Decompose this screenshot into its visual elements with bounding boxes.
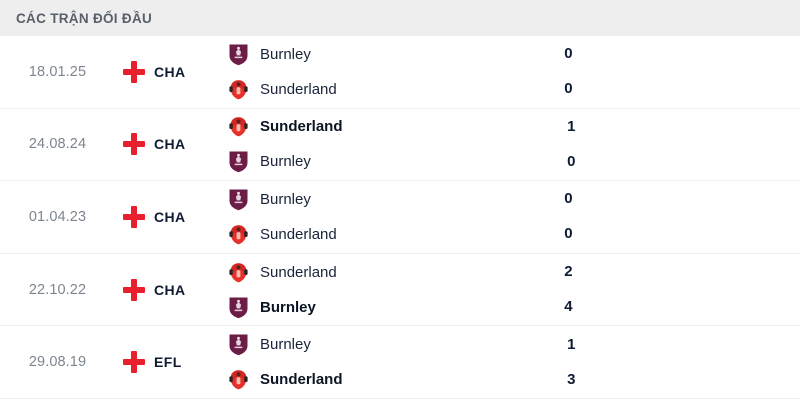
- home-team-line[interactable]: Sunderland: [228, 261, 493, 283]
- match-date-cell: 24.08.24: [0, 136, 115, 152]
- sunderland-crest-icon: [228, 223, 249, 246]
- teams-cell: Burnley Sunderland: [220, 334, 496, 391]
- away-team-name: Sunderland: [260, 371, 343, 389]
- away-team-line[interactable]: Burnley: [228, 151, 496, 173]
- competition-cell: CHA: [115, 60, 220, 83]
- table-row[interactable]: 24.08.24 CHA Sunderland Burnley 1 0: [0, 108, 800, 182]
- match-date: 22.10.22: [28, 281, 87, 298]
- scores-cell: 1 3: [496, 334, 646, 391]
- england-flag-icon: [123, 60, 145, 83]
- burnley-crest-icon: [228, 333, 249, 356]
- scores-cell: 1 0: [496, 116, 646, 173]
- away-team-name: Sunderland: [260, 225, 337, 243]
- match-date-cell: 01.04.23: [0, 209, 115, 225]
- home-team-line[interactable]: Burnley: [228, 334, 496, 356]
- away-team-score: 0: [567, 152, 576, 170]
- burnley-crest-icon: [228, 43, 249, 66]
- away-team-score: 3: [567, 370, 576, 388]
- competition-cell: CHA: [115, 205, 220, 228]
- burnley-crest-icon: [228, 188, 249, 211]
- competition-label: CHA: [154, 281, 186, 298]
- match-date-cell: 29.08.19: [0, 354, 115, 370]
- home-team-name: Burnley: [260, 336, 311, 354]
- competition-cell: CHA: [115, 133, 220, 156]
- burnley-crest-icon: [228, 150, 249, 173]
- match-list: 18.01.25 CHA Burnley Sunderland 0 0: [0, 36, 800, 399]
- page-title: CÁC TRẬN ĐỐI ĐẦU: [16, 10, 153, 26]
- sunderland-crest-icon: [228, 115, 249, 138]
- competition-label: CHA: [154, 136, 186, 153]
- sunderland-crest-icon: [228, 78, 249, 101]
- teams-cell: Burnley Sunderland: [220, 43, 493, 100]
- home-team-name: Sunderland: [260, 263, 337, 281]
- away-team-score: 0: [564, 225, 573, 243]
- match-date: 24.08.24: [28, 136, 87, 153]
- home-team-name: Burnley: [260, 190, 311, 208]
- competition-label: CHA: [154, 63, 186, 80]
- match-date-cell: 22.10.22: [0, 282, 115, 298]
- england-flag-icon: [123, 133, 145, 156]
- away-team-line[interactable]: Sunderland: [228, 369, 496, 391]
- match-date-cell: 18.01.25: [0, 64, 115, 80]
- away-team-line[interactable]: Sunderland: [228, 78, 493, 100]
- scores-cell: 2 4: [493, 261, 643, 318]
- sunderland-crest-icon: [228, 261, 249, 284]
- panel-header: CÁC TRẬN ĐỐI ĐẦU: [0, 0, 800, 36]
- england-flag-icon: [123, 205, 145, 228]
- away-team-name: Burnley: [260, 153, 311, 171]
- home-team-name: Sunderland: [260, 118, 343, 136]
- scores-cell: 0 0: [493, 43, 643, 100]
- scores-cell: 0 0: [493, 188, 643, 245]
- away-team-line[interactable]: Sunderland: [228, 223, 493, 245]
- match-date: 01.04.23: [28, 208, 87, 225]
- england-flag-icon: [123, 278, 145, 301]
- away-team-name: Sunderland: [260, 80, 337, 98]
- match-date: 29.08.19: [28, 354, 87, 371]
- away-team-score: 4: [564, 298, 573, 316]
- competition-cell: CHA: [115, 278, 220, 301]
- match-date: 18.01.25: [28, 63, 87, 80]
- table-row[interactable]: 29.08.19 EFL Burnley Sunderland 1 3: [0, 326, 800, 399]
- burnley-crest-icon: [228, 296, 249, 319]
- away-team-name: Burnley: [260, 298, 316, 316]
- away-team-line[interactable]: Burnley: [228, 296, 493, 318]
- competition-cell: EFL: [115, 351, 220, 374]
- away-team-score: 0: [564, 80, 573, 98]
- sunderland-crest-icon: [228, 368, 249, 391]
- home-team-name: Burnley: [260, 45, 311, 63]
- table-row[interactable]: 22.10.22 CHA Sunderland Burnley 2 4: [0, 253, 800, 327]
- home-team-line[interactable]: Sunderland: [228, 116, 496, 138]
- competition-label: EFL: [154, 354, 182, 371]
- competition-label: CHA: [154, 208, 186, 225]
- home-team-score: 1: [567, 335, 576, 353]
- home-team-score: 1: [567, 117, 576, 135]
- table-row[interactable]: 01.04.23 CHA Burnley Sunderland 0 0: [0, 181, 800, 254]
- teams-cell: Burnley Sunderland: [220, 188, 493, 245]
- home-team-line[interactable]: Burnley: [228, 188, 493, 211]
- home-team-line[interactable]: Burnley: [228, 43, 493, 65]
- table-row[interactable]: 18.01.25 CHA Burnley Sunderland 0 0: [0, 36, 800, 109]
- england-flag-icon: [123, 351, 145, 374]
- teams-cell: Sunderland Burnley: [220, 116, 496, 173]
- home-team-score: 0: [564, 45, 573, 63]
- teams-cell: Sunderland Burnley: [220, 261, 493, 318]
- home-team-score: 2: [564, 263, 573, 281]
- home-team-score: 0: [564, 190, 573, 208]
